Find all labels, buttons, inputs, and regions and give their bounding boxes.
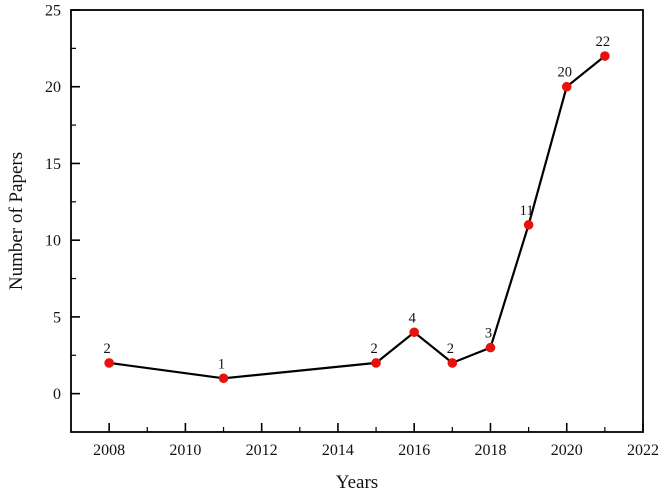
- x-tick-label: 2018: [474, 442, 506, 459]
- x-tick-label: 2016: [398, 442, 430, 459]
- plot-frame: [70, 9, 644, 433]
- data-point: [409, 327, 420, 338]
- data-point-label: 3: [485, 326, 492, 342]
- data-point: [561, 81, 572, 92]
- data-point: [447, 358, 458, 368]
- data-point: [600, 51, 610, 61]
- y-tick-label: 25: [45, 3, 61, 20]
- data-point: [523, 220, 534, 230]
- data-point: [104, 358, 114, 368]
- y-axis-title: Number of Papers: [6, 152, 27, 290]
- data-point-label: 2: [104, 341, 111, 357]
- data-point-label: 2: [370, 341, 377, 357]
- data-point: [218, 373, 229, 384]
- data-point-label: 2: [447, 341, 454, 357]
- y-tick-label: 5: [53, 309, 61, 326]
- y-tick-label: 0: [53, 386, 61, 403]
- data-point: [371, 358, 381, 368]
- y-tick-label: 20: [45, 79, 61, 96]
- data-point-label: 22: [596, 34, 611, 50]
- y-tick-label: 10: [45, 233, 61, 250]
- data-point-label: 1: [218, 356, 225, 372]
- x-tick-label: 2020: [551, 442, 583, 459]
- x-tick-label: 2008: [93, 442, 125, 459]
- data-point: [485, 342, 496, 353]
- x-tick-label: 2012: [246, 442, 278, 459]
- x-axis-title: Years: [336, 472, 378, 493]
- data-point-label: 20: [557, 65, 572, 81]
- x-tick-label: 2010: [169, 442, 201, 459]
- data-point-label: 4: [409, 310, 417, 326]
- x-tick-label: 2014: [322, 442, 354, 459]
- x-tick-label: 2022: [627, 442, 659, 459]
- y-tick-label: 15: [45, 156, 61, 173]
- data-point-label: 11: [520, 203, 534, 219]
